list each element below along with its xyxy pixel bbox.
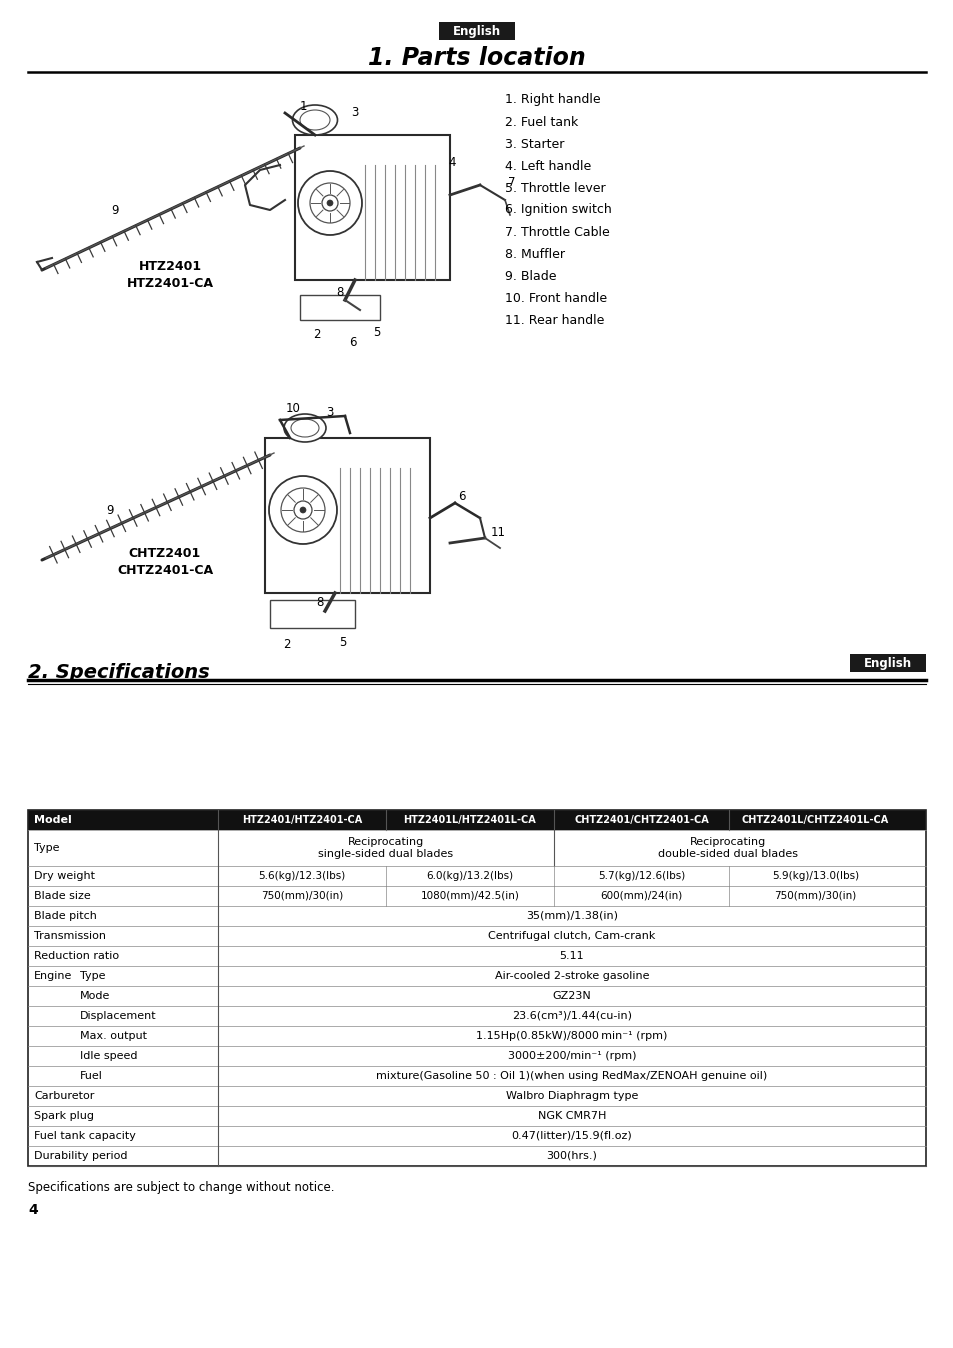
- Text: 5.9(kg)/13.0(lbs): 5.9(kg)/13.0(lbs): [771, 871, 858, 882]
- Text: CHTZ2401
CHTZ2401-CA: CHTZ2401 CHTZ2401-CA: [117, 547, 213, 577]
- Text: 8: 8: [316, 597, 323, 609]
- Text: Transmission: Transmission: [34, 931, 106, 941]
- Text: Displacement: Displacement: [80, 1011, 156, 1020]
- Text: HTZ2401/HTZ2401-CA: HTZ2401/HTZ2401-CA: [242, 816, 362, 825]
- Text: 11: 11: [490, 527, 505, 539]
- Text: 8. Muffler: 8. Muffler: [504, 248, 564, 260]
- Text: Type: Type: [34, 842, 59, 853]
- Text: Reciprocating
double-sided dual blades: Reciprocating double-sided dual blades: [658, 837, 797, 859]
- Text: 750(mm)/30(in): 750(mm)/30(in): [774, 891, 856, 900]
- Text: Dry weight: Dry weight: [34, 871, 95, 882]
- Ellipse shape: [284, 414, 326, 442]
- Text: Reciprocating
single-sided dual blades: Reciprocating single-sided dual blades: [318, 837, 453, 859]
- Text: English: English: [453, 24, 500, 38]
- Text: Mode: Mode: [80, 991, 111, 1002]
- Text: Fuel tank capacity: Fuel tank capacity: [34, 1131, 135, 1140]
- Text: 1080(mm)/42.5(in): 1080(mm)/42.5(in): [420, 891, 518, 900]
- Text: Reduction ratio: Reduction ratio: [34, 950, 119, 961]
- Text: 300(hrs.): 300(hrs.): [546, 1151, 597, 1161]
- Text: 5.7(kg)/12.6(lbs): 5.7(kg)/12.6(lbs): [598, 871, 684, 882]
- Circle shape: [299, 507, 306, 514]
- Text: 2. Fuel tank: 2. Fuel tank: [504, 116, 578, 128]
- Ellipse shape: [299, 111, 330, 129]
- Text: GZ23N: GZ23N: [552, 991, 591, 1002]
- Text: HTZ2401
HTZ2401-CA: HTZ2401 HTZ2401-CA: [127, 260, 213, 290]
- Bar: [849, 654, 925, 673]
- Text: Blade size: Blade size: [34, 891, 91, 900]
- Bar: [270, 600, 355, 628]
- Text: 7: 7: [508, 177, 516, 190]
- Text: 1. Right handle: 1. Right handle: [504, 93, 600, 106]
- Text: 9. Blade: 9. Blade: [504, 270, 556, 283]
- Text: 1.15Hp(0.85kW)/8000 min⁻¹ (rpm): 1.15Hp(0.85kW)/8000 min⁻¹ (rpm): [476, 1031, 667, 1041]
- Text: 1. Parts location: 1. Parts location: [368, 46, 585, 70]
- Text: Idle speed: Idle speed: [80, 1051, 137, 1061]
- Text: 5. Throttle lever: 5. Throttle lever: [504, 182, 605, 194]
- Text: Model: Model: [34, 816, 71, 825]
- Ellipse shape: [293, 105, 337, 135]
- Text: 6.0(kg)/13.2(lbs): 6.0(kg)/13.2(lbs): [426, 871, 513, 882]
- Text: 6: 6: [457, 489, 465, 503]
- Text: 4. Left handle: 4. Left handle: [504, 159, 591, 173]
- Text: 3. Starter: 3. Starter: [504, 137, 564, 151]
- Text: 3: 3: [351, 106, 358, 120]
- Text: 5: 5: [373, 325, 380, 338]
- Bar: [294, 135, 450, 280]
- Text: 10. Front handle: 10. Front handle: [504, 291, 606, 305]
- Text: Fuel: Fuel: [80, 1072, 103, 1081]
- Text: 0.47(litter)/15.9(fl.oz): 0.47(litter)/15.9(fl.oz): [511, 1131, 632, 1140]
- Text: 6. Ignition switch: 6. Ignition switch: [504, 204, 611, 217]
- Text: Air-cooled 2-stroke gasoline: Air-cooled 2-stroke gasoline: [495, 971, 649, 981]
- Bar: [28, 810, 925, 1166]
- Text: 5.11: 5.11: [559, 950, 583, 961]
- Ellipse shape: [291, 419, 318, 437]
- Text: 4: 4: [28, 1202, 38, 1217]
- Text: 4: 4: [448, 156, 456, 170]
- Text: 5.6(kg)/12.3(lbs): 5.6(kg)/12.3(lbs): [258, 871, 345, 882]
- Text: 3: 3: [326, 406, 334, 418]
- Text: 750(mm)/30(in): 750(mm)/30(in): [260, 891, 343, 900]
- Bar: [438, 22, 515, 40]
- Text: Carburetor: Carburetor: [34, 1091, 94, 1101]
- Text: Spark plug: Spark plug: [34, 1111, 94, 1122]
- Text: English: English: [863, 656, 911, 670]
- Text: 35(mm)/1.38(in): 35(mm)/1.38(in): [525, 911, 618, 921]
- Text: 2. Specifications: 2. Specifications: [28, 662, 210, 682]
- Text: HTZ2401L/HTZ2401L-CA: HTZ2401L/HTZ2401L-CA: [403, 816, 536, 825]
- Text: 2: 2: [283, 639, 291, 651]
- Text: mixture(Gasoline 50 : Oil 1)(when using RedMax/ZENOAH genuine oil): mixture(Gasoline 50 : Oil 1)(when using …: [376, 1072, 767, 1081]
- Text: Max. output: Max. output: [80, 1031, 147, 1041]
- Bar: [28, 810, 925, 830]
- Text: Walbro Diaphragm type: Walbro Diaphragm type: [505, 1091, 638, 1101]
- Text: Specifications are subject to change without notice.: Specifications are subject to change wit…: [28, 1181, 335, 1194]
- Text: 9: 9: [112, 204, 118, 217]
- Text: 2: 2: [313, 329, 320, 341]
- Text: 10: 10: [285, 402, 300, 414]
- Text: Type: Type: [80, 971, 106, 981]
- Text: Durability period: Durability period: [34, 1151, 128, 1161]
- Text: CHTZ2401L/CHTZ2401L-CA: CHTZ2401L/CHTZ2401L-CA: [741, 816, 888, 825]
- Text: Blade pitch: Blade pitch: [34, 911, 97, 921]
- Text: NGK CMR7H: NGK CMR7H: [537, 1111, 605, 1122]
- Text: 9: 9: [106, 504, 113, 516]
- Text: 11. Rear handle: 11. Rear handle: [504, 314, 604, 326]
- Bar: [299, 295, 379, 319]
- Text: 7. Throttle Cable: 7. Throttle Cable: [504, 225, 609, 239]
- Text: 600(mm)/24(in): 600(mm)/24(in): [599, 891, 682, 900]
- Text: 6: 6: [349, 336, 356, 349]
- Text: 1: 1: [299, 101, 307, 113]
- Text: Centrifugal clutch, Cam-crank: Centrifugal clutch, Cam-crank: [488, 931, 655, 941]
- Text: 23.6(cm³)/1.44(cu-in): 23.6(cm³)/1.44(cu-in): [512, 1011, 631, 1020]
- Bar: [265, 438, 430, 593]
- Text: 8: 8: [336, 286, 343, 298]
- Text: 5: 5: [339, 636, 346, 650]
- Text: 3000±200/min⁻¹ (rpm): 3000±200/min⁻¹ (rpm): [507, 1051, 636, 1061]
- Circle shape: [327, 200, 333, 206]
- Text: Engine: Engine: [34, 971, 72, 981]
- Text: CHTZ2401/CHTZ2401-CA: CHTZ2401/CHTZ2401-CA: [574, 816, 708, 825]
